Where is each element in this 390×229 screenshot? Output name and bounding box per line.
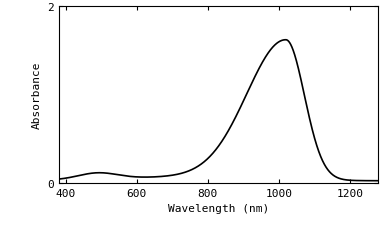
Y-axis label: Absorbance: Absorbance (31, 61, 41, 129)
X-axis label: Wavelength (nm): Wavelength (nm) (168, 204, 269, 213)
